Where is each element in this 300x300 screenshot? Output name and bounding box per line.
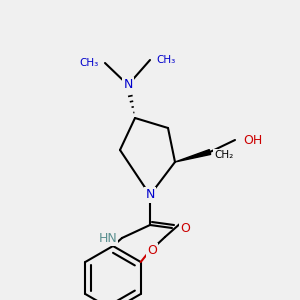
Text: CH₃: CH₃ xyxy=(80,58,99,68)
Text: O: O xyxy=(180,221,190,235)
Text: CH₂: CH₂ xyxy=(214,150,233,160)
Text: HN: HN xyxy=(98,232,117,244)
Text: O: O xyxy=(147,244,157,257)
Text: N: N xyxy=(123,79,133,92)
Text: N: N xyxy=(145,188,155,202)
Text: OH: OH xyxy=(243,134,262,146)
Text: CH₃: CH₃ xyxy=(156,55,175,65)
Polygon shape xyxy=(175,150,211,162)
